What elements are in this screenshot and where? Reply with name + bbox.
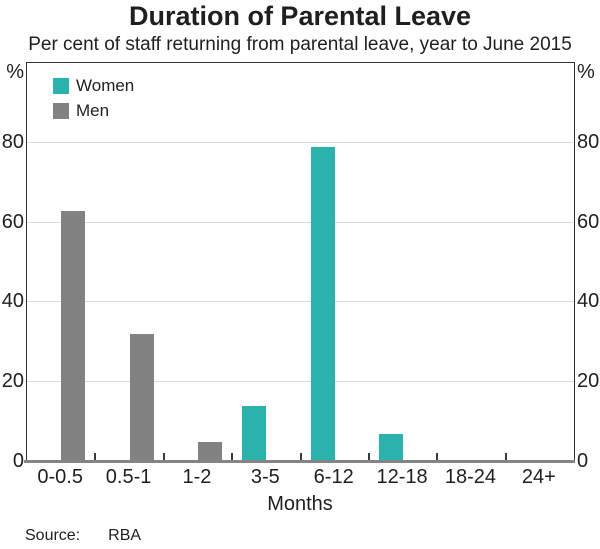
- source-label: Source:: [25, 527, 81, 544]
- axis-tick: [367, 453, 370, 462]
- category-label: 18-24: [444, 466, 497, 488]
- gridline: [27, 221, 574, 223]
- legend-label: Women: [76, 76, 135, 95]
- y-axis-left: % 0 20 40 60 80: [0, 61, 24, 471]
- axis-tick: [231, 453, 234, 462]
- legend-swatch-women: [53, 78, 69, 94]
- axis-tick: [504, 453, 507, 462]
- y-tick-label: 80: [1, 130, 24, 153]
- y-tick-label: 20: [577, 370, 600, 393]
- axis-tick: [436, 453, 439, 462]
- y-tick-label: 40: [1, 290, 24, 313]
- category-label: 0.5-1: [105, 466, 152, 488]
- source-value: RBA: [108, 527, 142, 544]
- y-axis-unit-right: %: [577, 61, 595, 83]
- bar-men-0.5-1: [129, 334, 154, 462]
- legend: Women Men: [53, 76, 134, 126]
- category-label: 0-0.5: [37, 466, 83, 488]
- x-axis-baseline: [24, 460, 575, 463]
- y-axis-unit-left: %: [6, 61, 24, 83]
- axis-tick: [299, 453, 302, 462]
- category-label: 6-12: [313, 466, 354, 488]
- source-note: Source: RBA: [25, 527, 141, 545]
- category-label: 1-2: [182, 466, 212, 488]
- y-tick-label: 40: [577, 290, 600, 313]
- y-tick-label: 20: [1, 370, 24, 393]
- y-axis-right: % 0 20 40 60 80: [577, 61, 600, 471]
- y-tick-label: 60: [1, 210, 24, 233]
- chart-subtitle: Per cent of staff returning from parenta…: [28, 34, 572, 55]
- bar-women-12-18: [379, 434, 404, 462]
- y-tick-label: 60: [577, 210, 600, 233]
- legend-item-women: Women: [53, 76, 134, 96]
- category-label: 3-5: [250, 466, 280, 488]
- bar-men-1-2: [197, 442, 222, 462]
- bar-women-6-12: [310, 146, 335, 462]
- y-tick-label: 0: [577, 450, 589, 472]
- category-label: 12-18: [376, 466, 428, 488]
- plot-area: Women Men: [26, 62, 575, 462]
- legend-item-men: Men: [53, 101, 134, 121]
- gridline: [27, 301, 574, 303]
- axis-tick: [162, 453, 165, 462]
- bar-men-0-0.5: [61, 210, 86, 462]
- legend-swatch-men: [53, 103, 69, 119]
- y-tick-label: 0: [12, 450, 24, 472]
- x-axis-title: Months: [267, 493, 333, 515]
- y-tick-label: 80: [577, 130, 600, 153]
- category-label: 24+: [521, 466, 556, 488]
- axis-tick: [94, 453, 97, 462]
- chart-title: Duration of Parental Leave: [128, 1, 472, 31]
- x-axis-labels: 0-0.5 0.5-1 1-2 3-5 6-12 12-18 18-24 24+: [26, 466, 573, 490]
- bar-women-3-5: [242, 406, 267, 462]
- gridline: [27, 381, 574, 383]
- gridline: [27, 141, 574, 143]
- legend-label: Men: [76, 101, 110, 120]
